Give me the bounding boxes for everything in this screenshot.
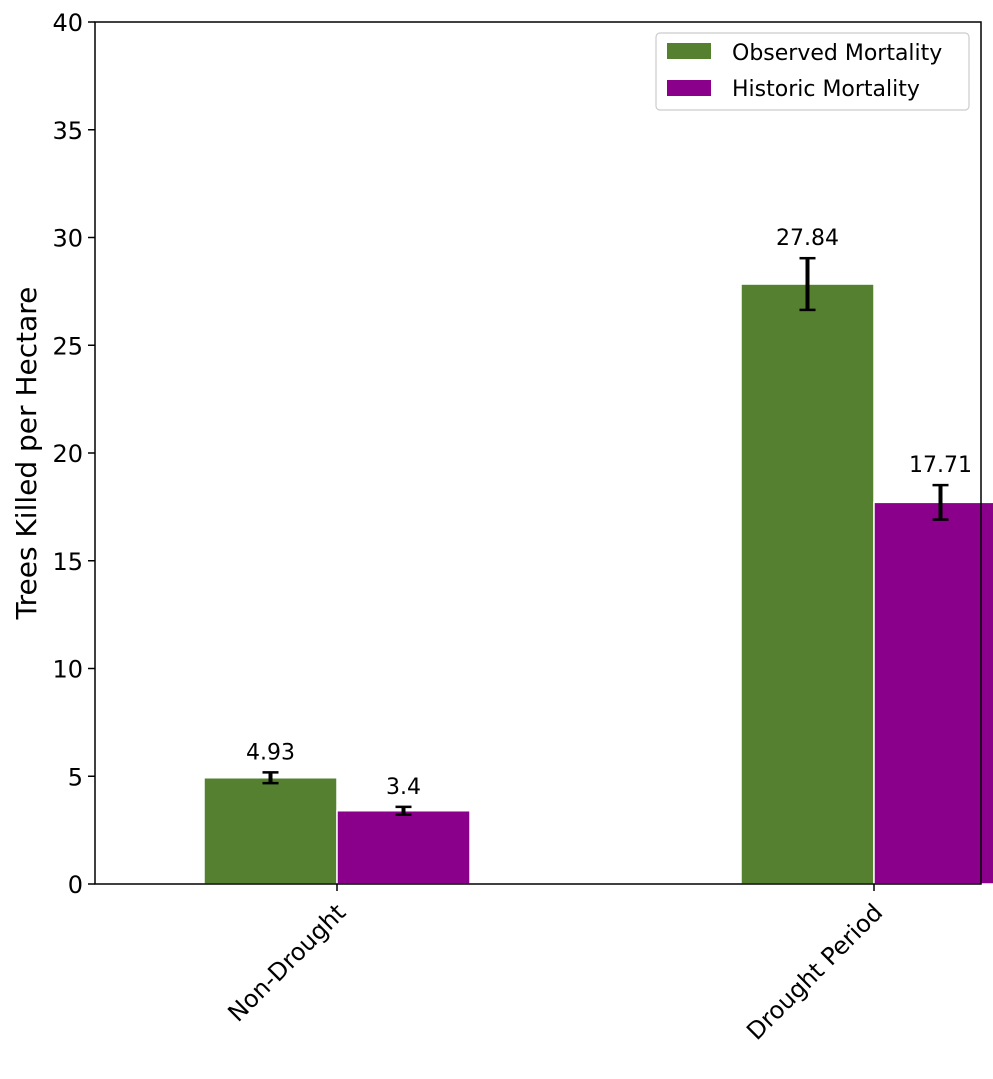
legend-swatch-historic: [667, 80, 711, 96]
y-tick-label: 30: [52, 225, 83, 253]
data-label-0-1: 27.84: [776, 226, 839, 251]
y-tick-label: 40: [52, 9, 83, 37]
y-axis-title: Trees Killed per Hectare: [10, 287, 43, 621]
legend-box: [655, 32, 970, 111]
y-tick-label: 25: [52, 332, 83, 360]
data-label-0-0: 4.93: [246, 740, 295, 765]
y-tick-label: 5: [68, 763, 83, 791]
data-label-1-0: 3.4: [386, 775, 421, 800]
y-tick-label: 15: [52, 548, 83, 576]
error-bars-layer: [262, 256, 949, 816]
y-tick-label: 35: [52, 117, 83, 145]
legend: Observed Mortality Historic Mortality: [655, 32, 970, 111]
bars-layer: [203, 283, 993, 885]
data-labels-layer: 4.93 3.4 27.84 17.71: [246, 226, 972, 800]
x-axis: Non-Drought Drought Period: [222, 884, 888, 1046]
data-label-1-1: 17.71: [909, 453, 972, 478]
x-tick-label: Non-Drought: [222, 898, 351, 1027]
bar-observed-0: [203, 777, 338, 885]
bar-historic-0: [336, 809, 471, 885]
y-tick-label: 0: [68, 871, 83, 899]
legend-label-observed: Observed Mortality: [732, 41, 942, 66]
bar-historic-1: [873, 501, 993, 885]
legend-label-historic: Historic Mortality: [732, 77, 920, 102]
legend-swatch-observed: [667, 43, 711, 59]
y-tick-label: 20: [52, 440, 83, 468]
x-tick-label: Drought Period: [741, 898, 888, 1045]
y-axis: 0 5 10 15 20 25 30 35 40: [52, 9, 95, 899]
bar-observed-1: [740, 283, 875, 885]
y-tick-label: 10: [52, 656, 83, 684]
